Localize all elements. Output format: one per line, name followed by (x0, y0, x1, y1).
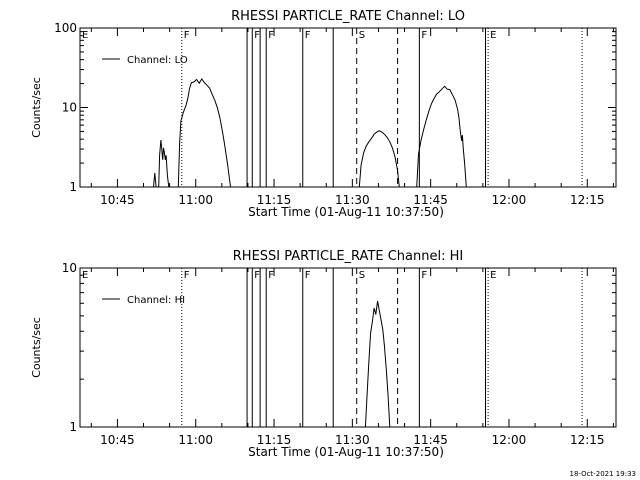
x-tick-label: 12:15 (570, 193, 605, 207)
x-axis-label: Start Time (01-Aug-11 10:37:50) (248, 205, 444, 219)
series-line-segment (158, 139, 170, 187)
corner-flag-label: E (82, 30, 88, 41)
chart-title: RHESSI PARTICLE_RATE Channel: LO (231, 9, 465, 24)
event-flag-label: F (254, 30, 260, 41)
event-flag-label: S (359, 270, 365, 281)
y-tick-label: 100 (54, 21, 77, 35)
x-tick-label: 11:15 (257, 433, 292, 447)
x-tick-label: 11:30 (335, 433, 370, 447)
event-flag-label: F (305, 270, 311, 281)
x-tick-label: 10:45 (100, 193, 135, 207)
y-tick-label: 1 (69, 180, 77, 194)
plot-timestamp: 18-Oct-2021 19:33 (570, 470, 636, 478)
x-tick-label: 11:15 (257, 193, 292, 207)
event-flag-label: F (184, 270, 190, 281)
y-tick-label: 10 (62, 101, 77, 115)
event-flag-label: S (359, 30, 365, 41)
x-tick-label: 11:00 (178, 433, 213, 447)
x-tick-label: 10:45 (100, 433, 135, 447)
x-tick-label: 12:15 (570, 433, 605, 447)
y-axis-label: Counts/sec (30, 77, 43, 138)
x-tick-label: 11:45 (413, 433, 448, 447)
plot-frame (79, 27, 617, 188)
event-flag-label: E (490, 30, 496, 41)
x-tick-label: 11:30 (335, 193, 370, 207)
event-flag-label: F (305, 30, 311, 41)
series-line-segment (358, 130, 400, 187)
x-tick-label: 12:00 (492, 193, 527, 207)
event-flag-label: F (268, 270, 274, 281)
legend-entry: Channel: HI (127, 295, 185, 306)
event-flag-label: F (184, 30, 190, 41)
x-tick-label: 11:45 (413, 193, 448, 207)
event-flag-label: F (268, 30, 274, 41)
hi-channel-panel: RHESSI PARTICLE_RATE Channel: HI 1 10 10:45… (30, 249, 617, 459)
event-flag-label: F (421, 270, 427, 281)
event-flag-label: E (490, 270, 496, 281)
lo-channel-panel: RHESSI PARTICLE_RATE Channel: LO 1 10 100 10… (30, 9, 617, 219)
x-tick-label: 11:00 (178, 193, 213, 207)
series-line-segment (416, 85, 467, 187)
series-line-segment (364, 300, 391, 427)
corner-flag-label: E (82, 270, 88, 281)
x-axis-label: Start Time (01-Aug-11 10:37:50) (248, 445, 444, 459)
y-tick-label: 10 (62, 261, 77, 275)
chart-title: RHESSI PARTICLE_RATE Channel: HI (233, 249, 463, 264)
y-axis-label: Counts/sec (30, 317, 43, 378)
plot-frame (79, 267, 617, 428)
legend-entry: Channel: LO (127, 55, 188, 66)
series-line-segment (177, 78, 231, 187)
x-tick-label: 12:00 (492, 433, 527, 447)
event-flag-label: F (421, 30, 427, 41)
event-flag-label: F (254, 270, 260, 281)
y-tick-label: 1 (69, 420, 77, 434)
series-line-segment (153, 172, 157, 187)
